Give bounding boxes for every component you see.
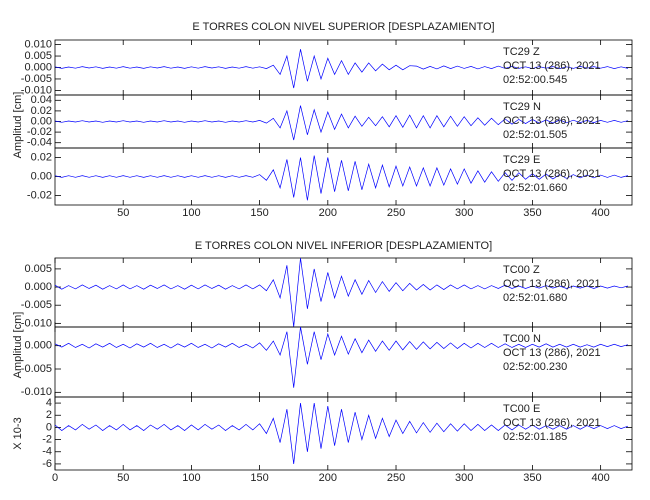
y-tick-label: 0.00 [31,115,52,127]
y-tick-label: 0.000 [24,281,52,293]
x-tick-label: 150 [250,472,268,484]
y-tick-label: 2 [46,409,52,421]
trace-label: 02:52:00.545 [503,74,567,86]
y-tick-label: -2 [42,433,52,445]
y-tick-label: -0.010 [21,386,52,398]
chart-title: E TORRES COLON NIVEL INFERIOR [DESPLAZAM… [195,240,492,252]
y-axis-label: Amplitud [cm] [12,92,24,159]
trace-label: TC29 E [503,154,540,166]
y-tick-label: 0.00 [31,170,52,182]
panel-frame [54,396,633,471]
y-tick-label: 0.02 [31,151,52,163]
y-tick-label: -0.005 [21,363,52,375]
x-tick-label: 400 [591,207,609,219]
waveform [54,155,628,201]
x-tick-label: 350 [523,472,541,484]
x-tick-label: 100 [182,472,200,484]
x-tick-label: 200 [319,472,337,484]
trace-label: TC00 N [503,333,541,345]
trace-label: TC00 Z [503,264,540,276]
trace-label: 02:52:00.230 [503,361,567,373]
y-tick-label: 0.04 [31,94,52,106]
x-tick-label: 50 [117,207,129,219]
trace-label: OCT 13 (286), 2021 [503,278,601,290]
trace-label: 02:52:01.680 [503,292,567,304]
x-tick-label: 250 [387,472,405,484]
y-tick-label: -0.010 [21,317,52,329]
x-tick-label: 250 [387,207,405,219]
y-tick-label: -0.005 [21,73,52,85]
waveform [54,49,628,89]
y-tick-label: 0.02 [31,105,52,117]
trace-label: OCT 13 (286), 2021 [503,60,601,72]
trace-label: TC29 Z [503,46,540,58]
y-tick-label: 0.010 [24,38,52,50]
x-tick-label: 100 [182,207,200,219]
x-tick-label: 350 [523,207,541,219]
x-tick-label: 150 [250,207,268,219]
y-tick-label: -6 [42,458,52,470]
trace-label: 02:52:01.185 [503,431,567,443]
y-tick-label: -0.02 [27,126,52,138]
x-tick-label: 300 [455,207,473,219]
y-tick-label: -4 [42,446,52,458]
x-tick-label: 50 [117,472,129,484]
x-tick-label: 200 [319,207,337,219]
trace-label: OCT 13 (286), 2021 [503,168,601,180]
y-tick-label: -0.04 [27,137,52,149]
y-tick-label: -0.02 [27,189,52,201]
axis-multiplier: X 10-3 [12,417,24,449]
waveform [54,403,629,464]
y-tick-label: 4 [46,397,52,409]
y-tick-label: -0.005 [21,299,52,311]
waveform [54,257,628,328]
trace-label: 02:52:01.505 [503,129,567,141]
trace-label: OCT 13 (286), 2021 [503,115,601,127]
y-tick-label: 0.000 [24,61,52,73]
y-tick-label: 0.005 [24,50,52,62]
waveform [54,326,628,388]
chart-title: E TORRES COLON NIVEL SUPERIOR [DESPLAZAM… [192,21,494,33]
y-tick-label: 0.000 [24,340,52,352]
x-tick-label: 400 [591,472,609,484]
x-tick-label: 0 [52,472,58,484]
y-tick-label: 0.005 [24,263,52,275]
trace-label: OCT 13 (286), 2021 [503,347,601,359]
trace-label: OCT 13 (286), 2021 [503,417,601,429]
waveform [54,105,628,141]
trace-label: 02:52:01.660 [503,182,567,194]
y-tick-label: 0 [46,421,52,433]
y-axis-label: Amplitud [cm] [12,312,24,379]
x-tick-label: 300 [455,472,473,484]
trace-label: TC00 E [503,403,540,415]
trace-label: TC29 N [503,101,541,113]
y-tick-label: -0.010 [21,84,52,96]
